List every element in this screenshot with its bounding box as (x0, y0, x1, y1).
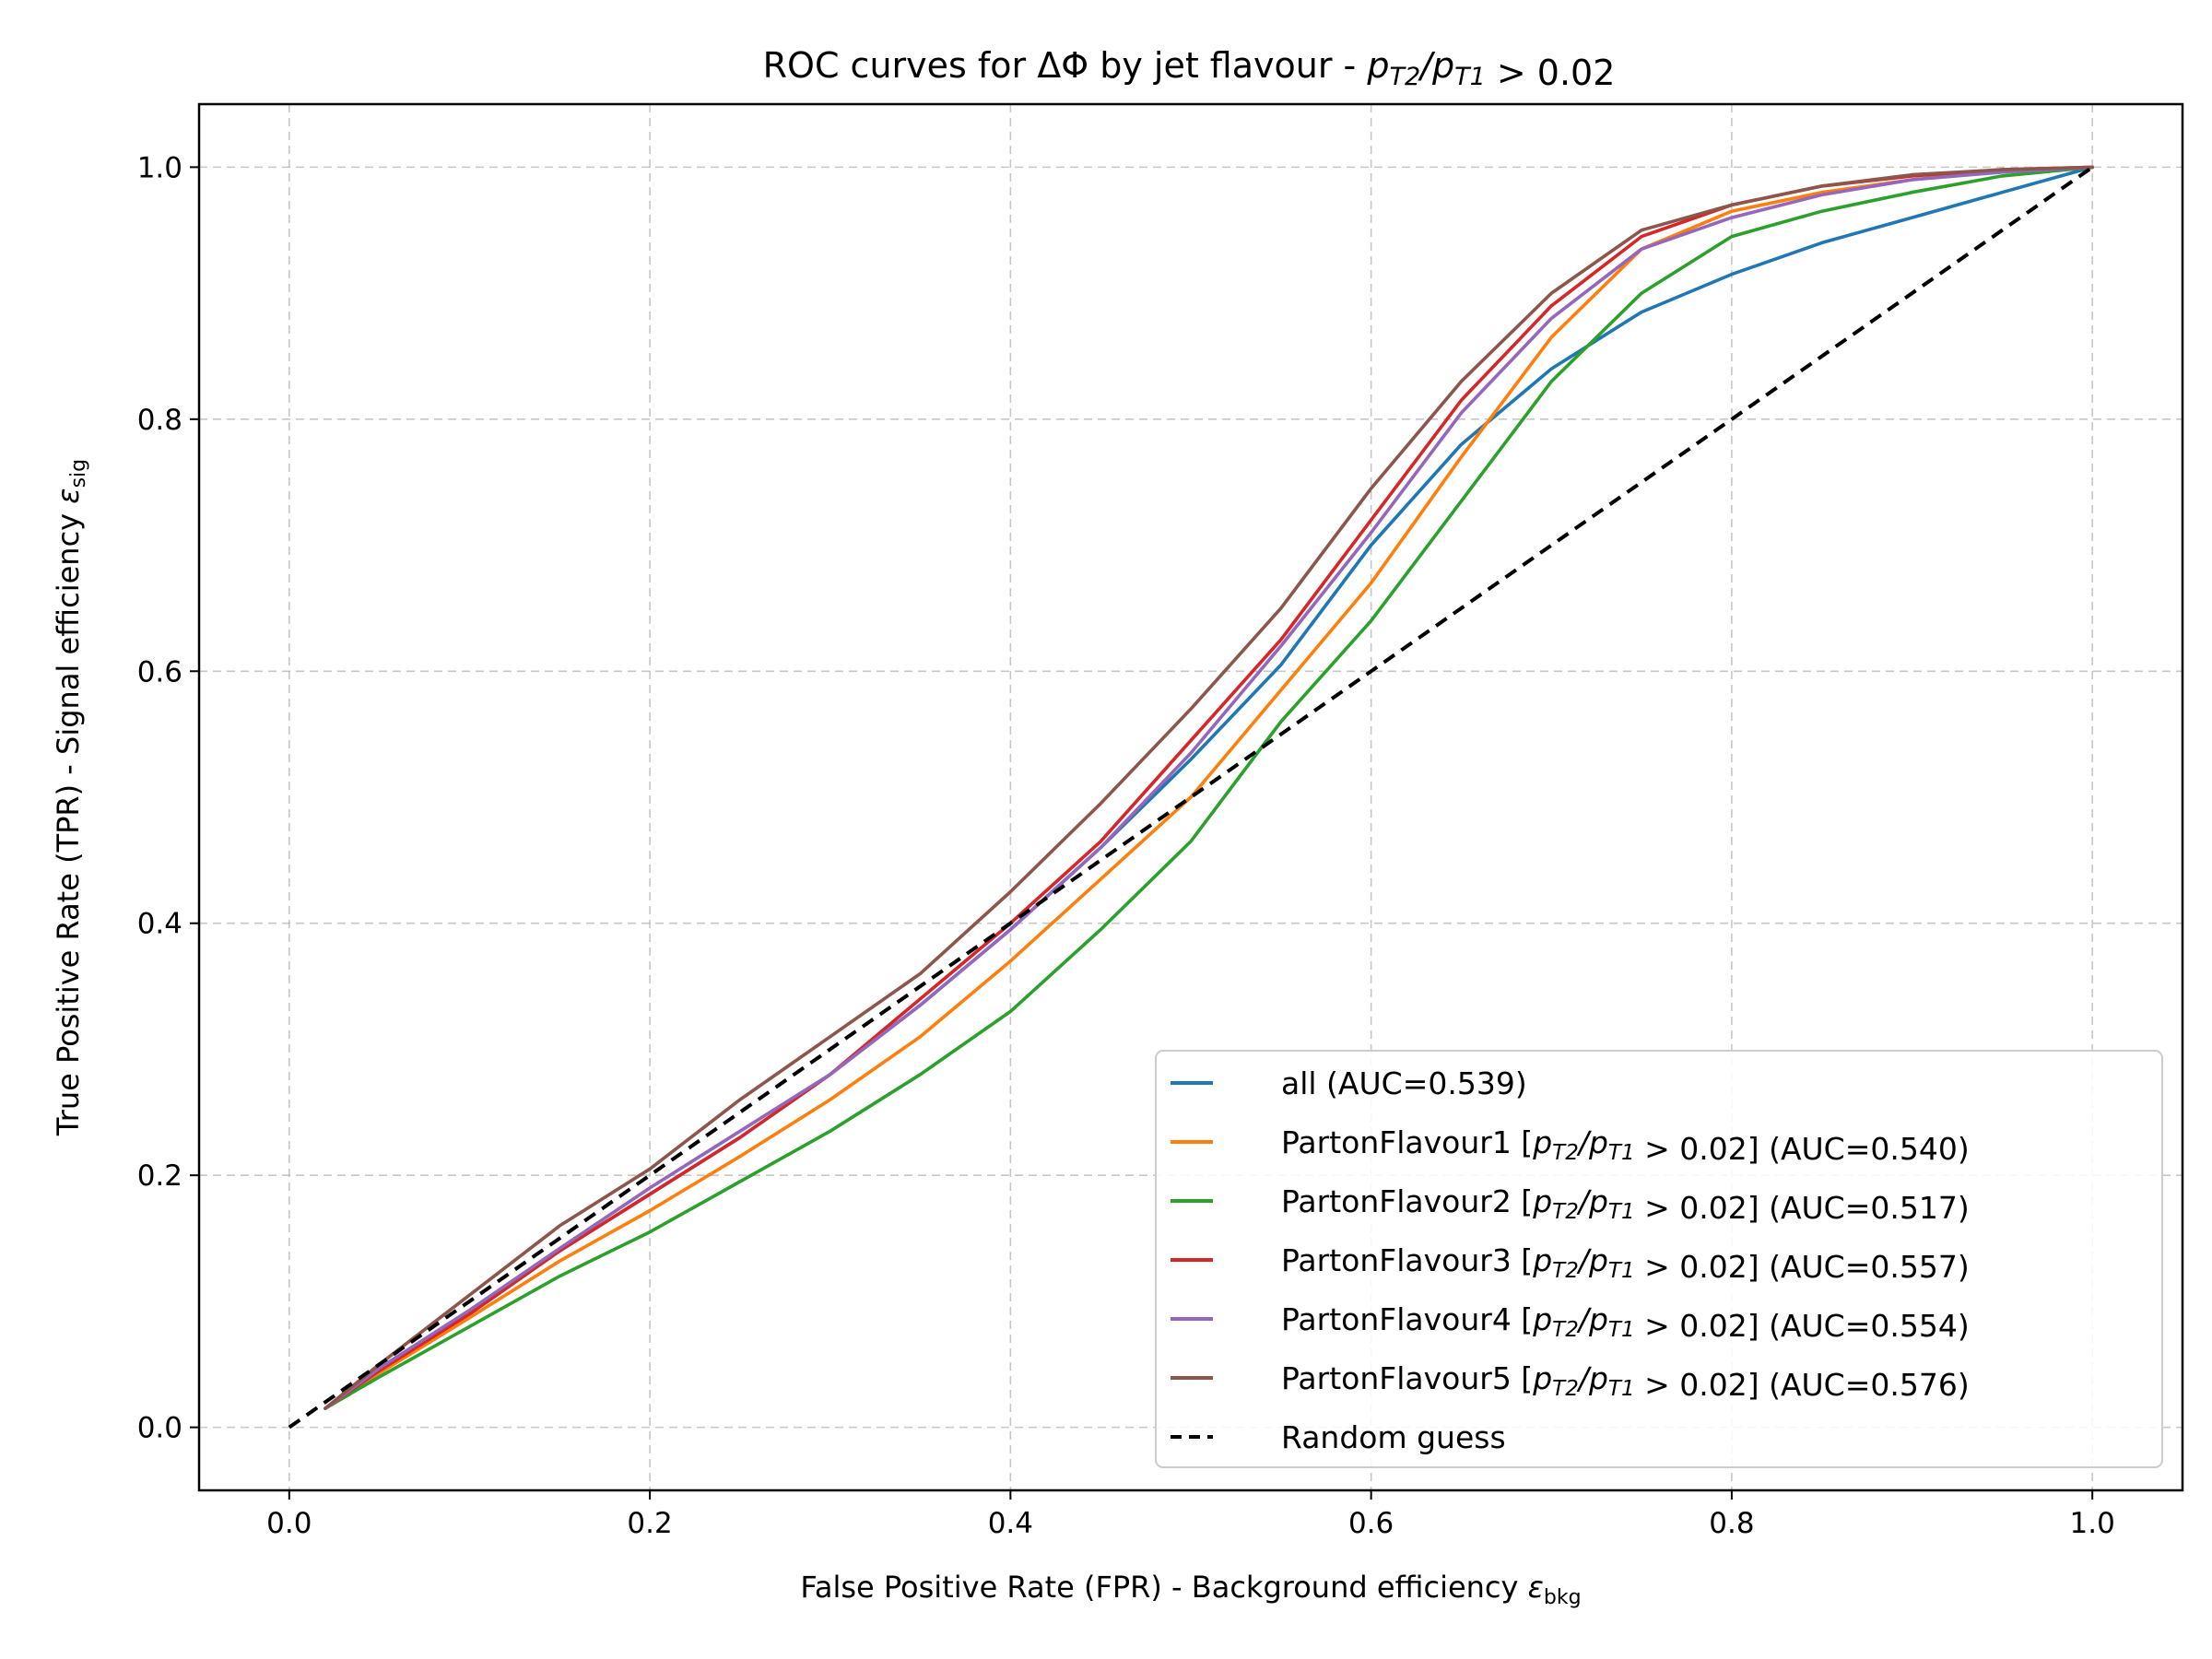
legend-label-0: all (AUC=0.539) (1281, 1065, 1527, 1101)
legend-label-3: PartonFlavour3 [pT2/pT1 > 0.02] (AUC=0.5… (1281, 1242, 1970, 1285)
series-line-6 (288, 165, 2094, 1430)
title-text: > 0.02 (1486, 53, 1616, 93)
x-tick-label: 0.8 (1709, 1507, 1754, 1540)
legend-label-text: > 0.02] (AUC=0.576) (1635, 1367, 1970, 1403)
y-axis-label: True Positive Rate (TPR) - Signal effici… (51, 459, 90, 1136)
pt-symbol: /p (1576, 1242, 1608, 1278)
y-axis-label-subscript: sig (67, 459, 90, 488)
y-tick-label: 0.0 (137, 1412, 182, 1445)
y-tick-label: 0.2 (137, 1159, 182, 1193)
y-tick-label: 0.8 (137, 404, 182, 437)
x-tick-label: 0.6 (1348, 1507, 1394, 1540)
legend-label-text: PartonFlavour2 [ (1281, 1183, 1533, 1219)
pt-subscript: T2 (1552, 1259, 1579, 1283)
series-line-5 (324, 165, 2094, 1410)
pt-symbol: /p (1576, 1301, 1608, 1337)
series-line-1 (324, 165, 2094, 1410)
legend-label-text: > 0.02] (AUC=0.557) (1635, 1249, 1970, 1285)
legend-label-text: PartonFlavour5 [ (1281, 1360, 1533, 1396)
legend-label-text: Random guess (1281, 1419, 1506, 1455)
x-tick-label: 1.0 (2070, 1507, 2115, 1540)
x-tick-label: 0.4 (988, 1507, 1033, 1540)
x-tick-label: 0.0 (266, 1507, 312, 1540)
x-tick-label: 0.2 (627, 1507, 672, 1540)
pt-subscript: T2 (1389, 63, 1420, 91)
legend-label-text: PartonFlavour3 [ (1281, 1242, 1533, 1278)
pt-subscript: T1 (1608, 1318, 1635, 1342)
pt-symbol: p (1532, 1301, 1552, 1337)
pt-subscript: T1 (1608, 1141, 1635, 1165)
series-line-2 (324, 165, 2094, 1410)
legend-label-6: Random guess (1281, 1419, 1506, 1455)
x-axis-label-text: False Positive Rate (FPR) - Background e… (800, 1570, 1527, 1605)
pt-subscript: T2 (1552, 1141, 1579, 1165)
pt-subscript: T2 (1552, 1318, 1579, 1342)
pt-symbol: p (1532, 1360, 1552, 1396)
pt-symbol: p (1532, 1124, 1552, 1160)
pt-subscript: T1 (1608, 1200, 1635, 1224)
legend: all (AUC=0.539)PartonFlavour1 [pT2/pT1 >… (1155, 1050, 2163, 1468)
legend-label-1: PartonFlavour1 [pT2/pT1 > 0.02] (AUC=0.5… (1281, 1124, 1970, 1167)
legend-label-text: PartonFlavour1 [ (1281, 1124, 1533, 1160)
pt-symbol: p (1366, 45, 1389, 86)
legend-label-text: > 0.02] (AUC=0.540) (1635, 1131, 1970, 1167)
pt-subscript: T1 (1454, 63, 1486, 91)
pt-subscript: T2 (1552, 1200, 1579, 1224)
axis-ticks: 0.0 0.2 0.4 0.6 0.8 1.0 0.0 0.2 0.4 0.6 0.8 1.0 (137, 151, 2115, 1540)
legend-label-2: PartonFlavour2 [pT2/pT1 > 0.02] (AUC=0.5… (1281, 1183, 1970, 1226)
x-axis-label: False Positive Rate (FPR) - Background e… (800, 1570, 1581, 1609)
plot-frame (197, 102, 2184, 1492)
pt-subscript: T1 (1608, 1377, 1635, 1401)
pt-symbol: p (1532, 1183, 1552, 1219)
x-axis-label-subscript: bkg (1544, 1586, 1582, 1609)
series-line-4 (324, 165, 2094, 1410)
pt-subscript: T2 (1552, 1377, 1579, 1401)
y-tick-label: 1.0 (137, 151, 182, 184)
y-tick-label: 0.6 (137, 655, 182, 688)
pt-subscript: T1 (1608, 1259, 1635, 1283)
y-tick-label: 0.4 (137, 908, 182, 941)
title-text: ROC curves for ΔΦ by jet flavour - (763, 45, 1368, 86)
pt-symbol: /p (1576, 1124, 1608, 1160)
chart-title: ROC curves for ΔΦ by jet flavour - pT2/p… (763, 45, 1616, 93)
series-lines (288, 165, 2094, 1430)
pt-symbol: /p (1576, 1183, 1608, 1219)
pt-symbol: p (1532, 1242, 1552, 1278)
y-axis-label-symbol: ε (51, 488, 86, 503)
legend-label-text: > 0.02] (AUC=0.517) (1635, 1190, 1970, 1226)
y-axis-label-text: True Positive Rate (TPR) - Signal effici… (51, 504, 86, 1136)
legend-label-text: all (AUC=0.539) (1281, 1065, 1527, 1101)
legend-label-5: PartonFlavour5 [pT2/pT1 > 0.02] (AUC=0.5… (1281, 1360, 1970, 1403)
pt-symbol: /p (1576, 1360, 1608, 1396)
x-axis-label-symbol: ε (1528, 1570, 1544, 1605)
legend-label-4: PartonFlavour4 [pT2/pT1 > 0.02] (AUC=0.5… (1281, 1301, 1970, 1344)
legend-box (1155, 1050, 2163, 1468)
pt-symbol: /p (1418, 45, 1454, 86)
legend-label-text: PartonFlavour4 [ (1281, 1301, 1533, 1337)
legend-label-text: > 0.02] (AUC=0.554) (1635, 1308, 1970, 1344)
